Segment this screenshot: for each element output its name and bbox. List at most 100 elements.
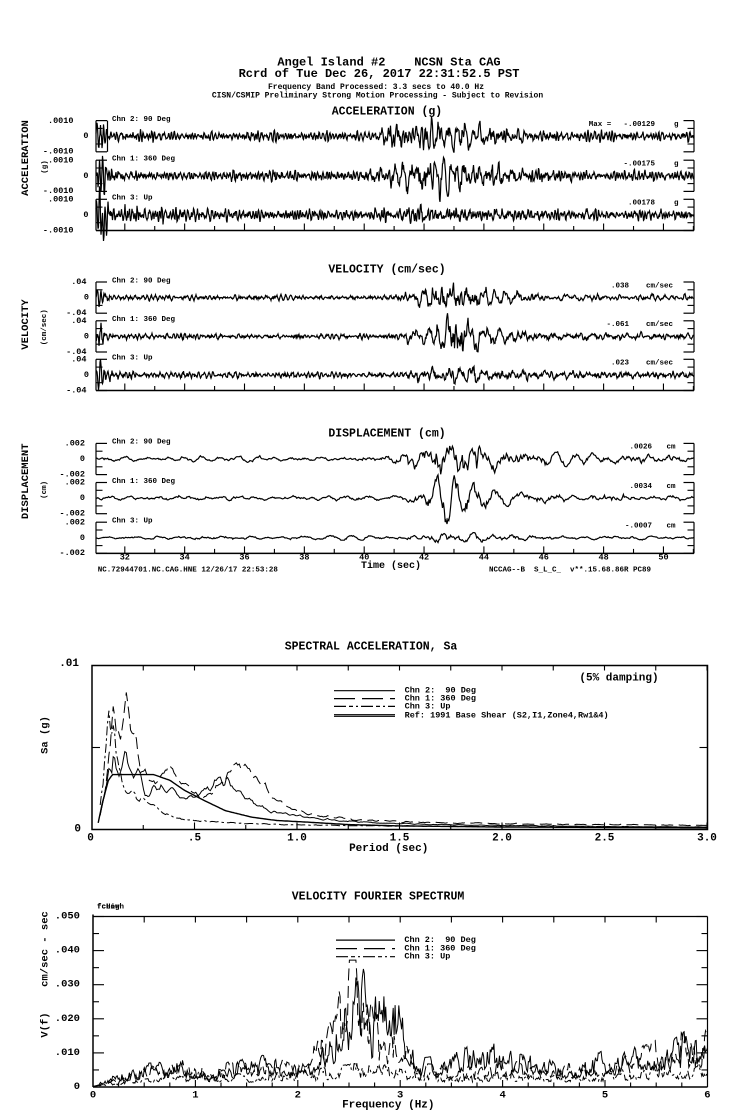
- svg-text:.5: .5: [188, 833, 202, 845]
- svg-text:-.00175: -.00175: [623, 161, 655, 169]
- svg-text:Chn 1: 360 Deg: Chn 1: 360 Deg: [112, 316, 176, 324]
- svg-text:4: 4: [499, 1090, 505, 1102]
- svg-text:46: 46: [539, 552, 549, 562]
- svg-text:Chn 3: Up: Chn 3: Up: [405, 701, 451, 711]
- svg-text:cm/sec - sec: cm/sec - sec: [40, 911, 52, 987]
- svg-text:Chn 2: 90 Deg: Chn 2: 90 Deg: [405, 686, 476, 696]
- svg-text:Chn 3: Up: Chn 3: Up: [112, 518, 153, 526]
- svg-text:.0026: .0026: [629, 444, 652, 452]
- svg-text:cm/sec: cm/sec: [646, 360, 674, 368]
- svg-text:1: 1: [192, 1090, 198, 1102]
- svg-text:Angel Island #2 NCSN Sta CA: Angel Island #2 NCSN Sta CAG: [277, 56, 500, 70]
- svg-text:Max =: Max =: [589, 121, 612, 129]
- svg-text:0: 0: [74, 823, 81, 835]
- svg-text:.0010: .0010: [48, 155, 74, 165]
- svg-text:Chn 2: 90 Deg: Chn 2: 90 Deg: [112, 116, 171, 124]
- svg-text:DISPLACEMENT (cm): DISPLACEMENT (cm): [328, 428, 445, 441]
- svg-text:CISN/CSMIP Preliminary Strong: CISN/CSMIP Preliminary Strong Motion Pro…: [212, 92, 543, 101]
- svg-text:-.04: -.04: [66, 347, 86, 357]
- svg-text:.04: .04: [71, 277, 86, 287]
- svg-text:34: 34: [180, 552, 190, 562]
- svg-text:3.0: 3.0: [697, 833, 717, 845]
- svg-text:cm/sec: cm/sec: [646, 321, 674, 329]
- svg-text:Period (sec): Period (sec): [349, 843, 428, 855]
- svg-text:cm: cm: [666, 483, 676, 491]
- svg-text:2.5: 2.5: [595, 833, 615, 845]
- svg-text:NCCAG--B S_L_C_ v**.15.68.86: NCCAG--B S_L_C_ v**.15.68.86R PC89: [489, 567, 652, 575]
- svg-text:0: 0: [84, 331, 89, 341]
- svg-text:-.002: -.002: [59, 548, 85, 558]
- svg-text:fcHigh: fcHigh: [97, 904, 125, 912]
- svg-text:-.061: -.061: [606, 321, 629, 329]
- svg-text:Chn 1: 360 Deg: Chn 1: 360 Deg: [112, 478, 176, 486]
- svg-text:1.0: 1.0: [287, 833, 307, 845]
- svg-text:.020: .020: [55, 1013, 80, 1025]
- svg-text:3: 3: [397, 1090, 403, 1102]
- svg-text:DISPLACEMENT: DISPLACEMENT: [20, 443, 32, 519]
- svg-text:.040: .040: [55, 945, 80, 957]
- svg-text:SPECTRAL ACCELERATION, Sa: SPECTRAL ACCELERATION, Sa: [285, 641, 458, 654]
- svg-text:0: 0: [74, 1081, 80, 1093]
- svg-text:0: 0: [80, 493, 85, 503]
- svg-text:Chn 3: Up: Chn 3: Up: [112, 355, 153, 363]
- svg-text:44: 44: [479, 552, 489, 562]
- svg-text:Frequency Band Processed: 3.3: Frequency Band Processed: 3.3 secs to 40…: [268, 83, 484, 92]
- svg-text:Chn 3: Up: Chn 3: Up: [404, 952, 450, 962]
- svg-text:Sa (g): Sa (g): [40, 716, 52, 754]
- svg-text:6: 6: [704, 1090, 710, 1102]
- svg-text:-.04: -.04: [66, 385, 86, 395]
- svg-text:VELOCITY (cm/sec): VELOCITY (cm/sec): [328, 264, 445, 277]
- svg-text:VELOCITY FOURIER SPECTRUM: VELOCITY FOURIER SPECTRUM: [292, 891, 465, 904]
- svg-text:Chn 1: 360 Deg: Chn 1: 360 Deg: [404, 944, 475, 954]
- svg-text:0: 0: [84, 293, 89, 303]
- svg-text:VELOCITY: VELOCITY: [20, 299, 32, 350]
- svg-text:NC.72944701.NC.CAG.HNE 12/26/1: NC.72944701.NC.CAG.HNE 12/26/17 22:53:28: [98, 567, 279, 575]
- svg-text:-.0010: -.0010: [43, 147, 74, 157]
- svg-text:-.002: -.002: [59, 469, 85, 479]
- svg-text:(5% damping): (5% damping): [579, 673, 658, 685]
- svg-text:.050: .050: [55, 911, 80, 923]
- svg-text:(cm/sec): (cm/sec): [41, 309, 49, 345]
- svg-text:Rcrd of Tue Dec 26, 2017 22:31: Rcrd of Tue Dec 26, 2017 22:31:52.5 PST: [239, 67, 520, 81]
- svg-text:-.00129: -.00129: [623, 121, 655, 129]
- svg-text:fcLow: fcLow: [97, 904, 120, 912]
- svg-text:cm: cm: [666, 444, 676, 452]
- svg-text:1.5: 1.5: [390, 833, 410, 845]
- svg-text:0: 0: [83, 210, 88, 220]
- svg-text:.023: .023: [611, 360, 630, 368]
- svg-text:0: 0: [84, 370, 89, 380]
- svg-text:0: 0: [90, 1090, 96, 1102]
- svg-text:Chn 2: 90 Deg: Chn 2: 90 Deg: [404, 935, 475, 945]
- svg-text:0: 0: [83, 171, 88, 181]
- svg-text:48: 48: [598, 552, 608, 562]
- svg-text:40: 40: [359, 552, 369, 562]
- svg-text:.0010: .0010: [48, 116, 74, 126]
- svg-text:-.0007: -.0007: [625, 523, 652, 531]
- svg-text:ACCELERATION: ACCELERATION: [20, 120, 32, 196]
- svg-text:(cm): (cm): [41, 481, 49, 499]
- svg-text:-.0010: -.0010: [43, 186, 74, 196]
- svg-text:.010: .010: [55, 1047, 80, 1059]
- svg-text:g: g: [674, 161, 679, 169]
- svg-text:Chn 1: 360 Deg: Chn 1: 360 Deg: [405, 694, 476, 704]
- svg-text:cm/sec: cm/sec: [646, 282, 674, 290]
- svg-text:38: 38: [299, 552, 309, 562]
- svg-text:2: 2: [295, 1090, 301, 1102]
- svg-text:cm: cm: [666, 523, 676, 531]
- svg-text:5: 5: [602, 1090, 608, 1102]
- svg-text:.04: .04: [71, 316, 86, 326]
- svg-text:Chn 2: 90 Deg: Chn 2: 90 Deg: [112, 277, 171, 285]
- svg-text:Frequency (Hz): Frequency (Hz): [342, 1100, 434, 1112]
- svg-text:42: 42: [419, 552, 429, 562]
- svg-text:50: 50: [658, 552, 668, 562]
- svg-text:V(f): V(f): [40, 1012, 52, 1037]
- svg-text:.00178: .00178: [628, 200, 656, 208]
- svg-text:g: g: [674, 121, 679, 129]
- svg-text:-.04: -.04: [66, 308, 86, 318]
- svg-text:(g): (g): [42, 160, 50, 174]
- svg-text:.002: .002: [65, 439, 85, 449]
- svg-text:0: 0: [80, 533, 85, 543]
- svg-text:.002: .002: [65, 517, 85, 527]
- svg-text:-.002: -.002: [59, 509, 85, 519]
- svg-text:0: 0: [87, 833, 94, 845]
